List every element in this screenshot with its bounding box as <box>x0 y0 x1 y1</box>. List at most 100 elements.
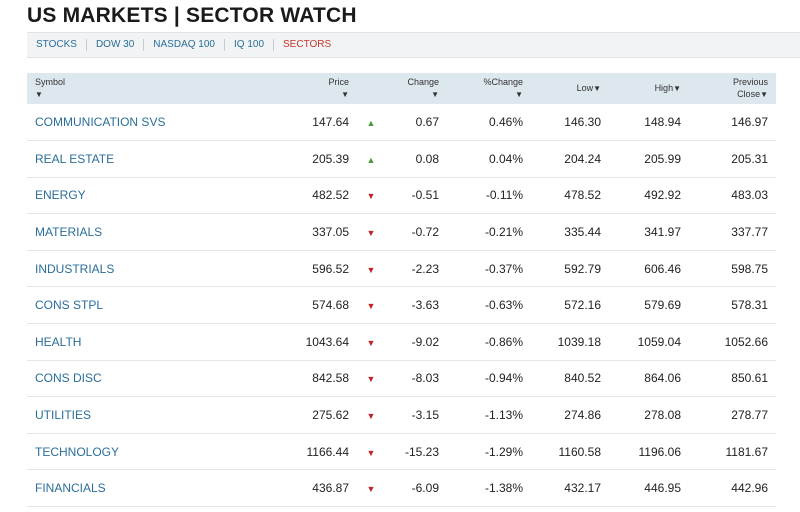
table-row: REAL ESTATE 205.39 ▲ 0.08 0.04% 204.24 205.99 2… <box>27 141 776 178</box>
tab-dow-30[interactable]: DOW 30 <box>85 39 143 51</box>
tab-nasdaq-100[interactable]: NASDAQ 100 <box>143 39 224 51</box>
direction-cell: ▼ <box>357 287 385 324</box>
tab-stocks[interactable]: STOCKS <box>36 39 77 50</box>
table-header-row: Symbol ▼ Price ▼ Change ▼ %Change ▼ Low▼… <box>27 73 776 104</box>
table-row: INDUSTRIALS 596.52 ▼ -2.23 -0.37% 592.79 606.4… <box>27 250 776 287</box>
low-cell: 432.17 <box>564 481 601 496</box>
down-triangle-icon: ▼ <box>366 374 376 385</box>
pct-change-cell: 0.46% <box>488 115 523 130</box>
sector-table: Symbol ▼ Price ▼ Change ▼ %Change ▼ Low▼… <box>27 73 776 507</box>
sort-icon: ▼ <box>515 90 523 99</box>
direction-cell: ▲ <box>357 104 385 141</box>
pct-change-cell: 0.04% <box>488 151 523 166</box>
sector-link[interactable]: ENERGY <box>35 188 86 203</box>
change-cell: -3.63 <box>411 298 439 313</box>
previous-close-cell: 205.31 <box>731 151 768 166</box>
col-header-symbol[interactable]: Symbol ▼ <box>27 73 287 104</box>
direction-cell: ▼ <box>357 177 385 214</box>
previous-close-cell: 278.77 <box>731 408 768 423</box>
table-row: COMMUNICATION SVS 147.64 ▲ 0.67 0.46% 146.30 1… <box>27 104 776 141</box>
price-cell: 337.05 <box>312 225 349 240</box>
col-header-previous-close[interactable]: Previous Close▼ <box>689 73 776 104</box>
col-header-pct-change[interactable]: %Change ▼ <box>447 73 531 104</box>
pct-change-cell: -0.94% <box>484 371 523 386</box>
sector-link[interactable]: CONS STPL <box>35 298 104 313</box>
high-cell: 864.06 <box>644 371 681 386</box>
col-header-change[interactable]: Change ▼ <box>385 73 447 104</box>
col-header-pct-change-label: %Change <box>483 77 523 87</box>
col-header-previous-close-label-1: Previous <box>732 77 768 87</box>
pct-change-cell: -0.86% <box>484 334 523 349</box>
direction-cell: ▼ <box>357 250 385 287</box>
low-cell: 1160.58 <box>558 444 602 459</box>
col-header-change-label: Change <box>407 77 439 87</box>
previous-close-cell: 442.96 <box>731 481 768 496</box>
sector-link[interactable]: UTILITIES <box>35 408 92 423</box>
symbol-cell: COMMUNICATION SVS <box>27 104 287 141</box>
pct-change-cell: -1.38% <box>484 481 523 496</box>
price-cell: 205.39 <box>312 151 349 166</box>
sort-icon: ▼ <box>35 90 43 99</box>
previous-close-cell: 1052.66 <box>724 334 768 349</box>
col-header-price[interactable]: Price ▼ <box>287 73 357 104</box>
low-cell: 478.52 <box>564 188 601 203</box>
low-cell: 840.52 <box>564 371 601 386</box>
previous-close-cell: 337.77 <box>731 225 768 240</box>
change-cell: -8.03 <box>411 371 439 386</box>
price-cell: 482.52 <box>312 188 349 203</box>
table-row: MATERIALS 337.05 ▼ -0.72 -0.21% 335.44 341.97 3… <box>27 214 776 251</box>
sector-link[interactable]: INDUSTRIALS <box>35 261 115 276</box>
low-cell: 572.16 <box>564 298 601 313</box>
previous-close-cell: 578.31 <box>731 298 768 313</box>
symbol-cell: MATERIALS <box>27 214 287 251</box>
pct-change-cell: -0.63% <box>484 298 523 313</box>
direction-cell: ▼ <box>357 397 385 434</box>
change-cell: -6.09 <box>411 481 439 496</box>
previous-close-cell: 146.97 <box>731 115 768 130</box>
col-header-low[interactable]: Low▼ <box>531 73 609 104</box>
tab-iq-100[interactable]: IQ 100 <box>223 39 273 51</box>
symbol-cell: INDUSTRIALS <box>27 250 287 287</box>
down-triangle-icon: ▼ <box>366 301 376 312</box>
direction-cell: ▼ <box>357 360 385 397</box>
table-row: CONS STPL 574.68 ▼ -3.63 -0.63% 572.16 579.69 5… <box>27 287 776 324</box>
change-cell: 0.67 <box>415 115 439 130</box>
sector-link[interactable]: COMMUNICATION SVS <box>35 115 166 130</box>
sector-link[interactable]: CONS DISC <box>35 371 102 386</box>
previous-close-cell: 850.61 <box>731 371 768 386</box>
low-cell: 204.24 <box>564 151 601 166</box>
sort-icon: ▼ <box>593 84 601 93</box>
table-row: CONS DISC 842.58 ▼ -8.03 -0.94% 840.52 864.06 8… <box>27 360 776 397</box>
price-cell: 1166.44 <box>306 444 350 459</box>
tab-sectors[interactable]: SECTORS <box>273 39 340 51</box>
price-cell: 842.58 <box>312 371 349 386</box>
high-cell: 492.92 <box>644 188 681 203</box>
low-cell: 335.44 <box>564 225 601 240</box>
high-cell: 606.46 <box>644 261 681 276</box>
sector-link[interactable]: HEALTH <box>35 334 82 349</box>
low-cell: 592.79 <box>564 261 601 276</box>
sort-icon: ▼ <box>760 90 768 99</box>
pct-change-cell: -0.11% <box>485 188 523 203</box>
sector-link[interactable]: MATERIALS <box>35 225 103 240</box>
pct-change-cell: -1.13% <box>484 408 523 423</box>
col-header-price-label: Price <box>328 77 349 87</box>
table-row: ENERGY 482.52 ▼ -0.51 -0.11% 478.52 492.92 483.… <box>27 177 776 214</box>
col-header-high[interactable]: High▼ <box>609 73 689 104</box>
col-header-symbol-label: Symbol <box>35 77 66 87</box>
sector-link[interactable]: REAL ESTATE <box>35 151 115 166</box>
previous-close-cell: 598.75 <box>731 261 768 276</box>
symbol-cell: FINANCIALS <box>27 470 287 507</box>
price-cell: 147.64 <box>312 115 349 130</box>
symbol-cell: TECHNOLOGY <box>27 433 287 470</box>
low-cell: 146.30 <box>564 115 601 130</box>
symbol-cell: HEALTH <box>27 324 287 361</box>
sector-link[interactable]: FINANCIALS <box>35 481 106 496</box>
direction-cell: ▲ <box>357 141 385 178</box>
sort-icon: ▼ <box>431 90 439 99</box>
sector-link[interactable]: TECHNOLOGY <box>35 444 120 459</box>
col-header-low-label: Low <box>576 83 594 93</box>
change-cell: -15.23 <box>404 444 439 459</box>
down-triangle-icon: ▼ <box>366 337 376 348</box>
direction-cell: ▼ <box>357 324 385 361</box>
